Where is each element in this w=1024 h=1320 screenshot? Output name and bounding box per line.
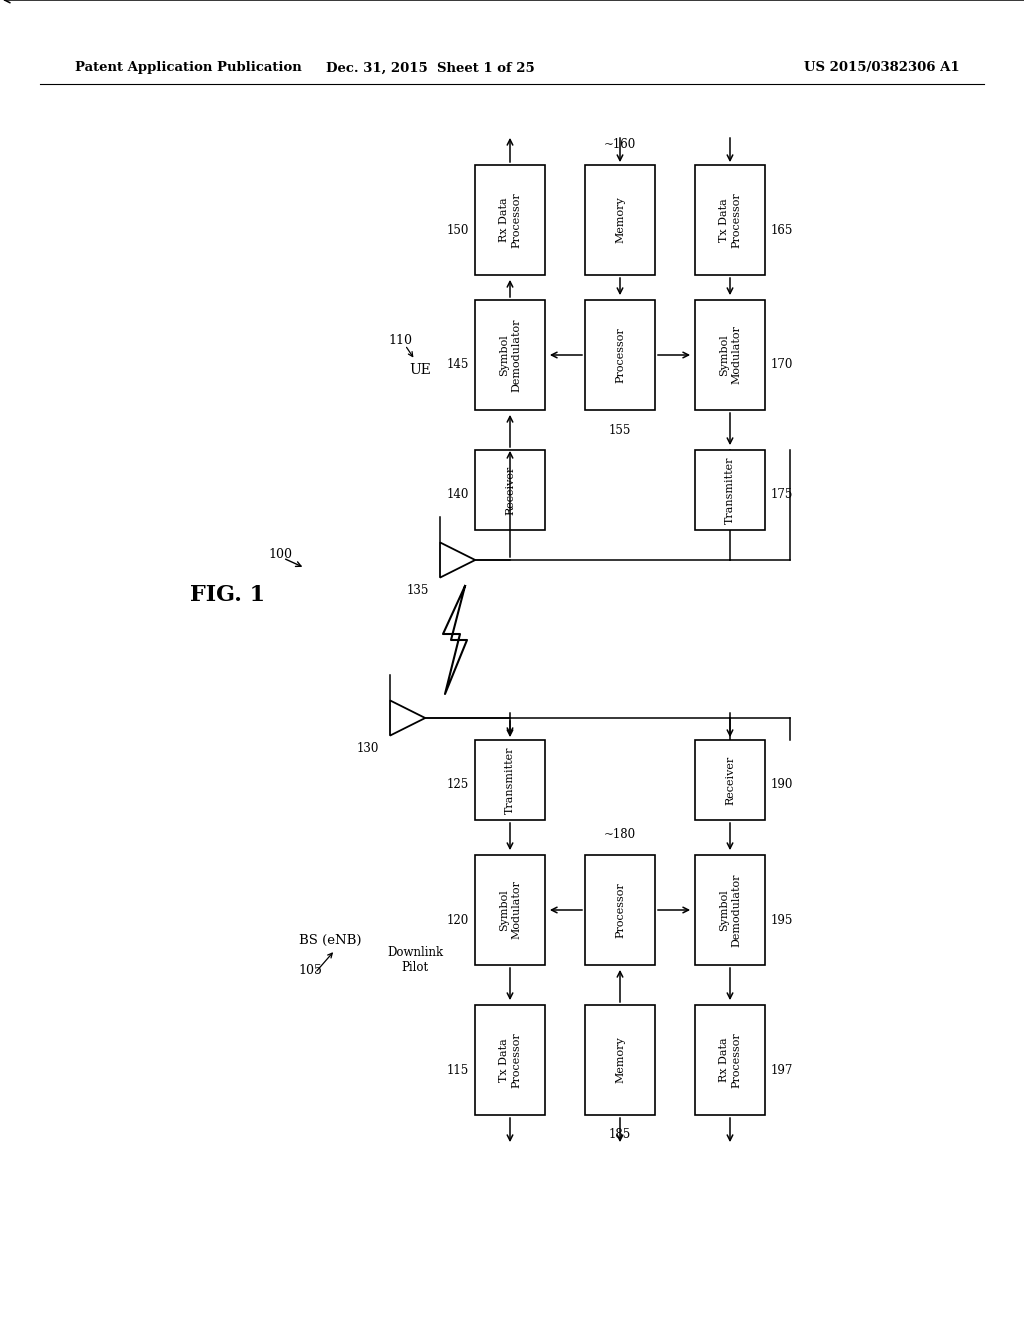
- Bar: [695, 741, 765, 820]
- Text: 170: 170: [771, 359, 794, 371]
- Bar: [695, 1005, 765, 1115]
- Text: Patent Application Publication: Patent Application Publication: [75, 62, 302, 74]
- Bar: [695, 855, 765, 965]
- Text: 197: 197: [771, 1064, 794, 1077]
- Bar: [585, 300, 655, 411]
- Bar: [585, 855, 655, 965]
- Bar: [475, 741, 545, 820]
- Text: ~180: ~180: [604, 829, 636, 842]
- Text: 125: 125: [446, 779, 469, 792]
- Text: Symbol
Demodulator: Symbol Demodulator: [719, 874, 741, 946]
- Bar: [475, 300, 545, 411]
- Bar: [585, 165, 655, 275]
- Bar: [695, 450, 765, 531]
- Text: US 2015/0382306 A1: US 2015/0382306 A1: [805, 62, 961, 74]
- Text: 150: 150: [446, 223, 469, 236]
- Text: Tx Data
Processor: Tx Data Processor: [719, 193, 741, 248]
- Text: 190: 190: [771, 779, 794, 792]
- Text: Receiver: Receiver: [505, 466, 515, 515]
- Text: FIG. 1: FIG. 1: [190, 583, 265, 606]
- Text: 175: 175: [771, 488, 794, 502]
- Text: BS (eNB): BS (eNB): [299, 933, 361, 946]
- Text: Dec. 31, 2015  Sheet 1 of 25: Dec. 31, 2015 Sheet 1 of 25: [326, 62, 535, 74]
- Text: Transmitter: Transmitter: [505, 746, 515, 813]
- Text: 185: 185: [609, 1129, 631, 1142]
- Text: Symbol
Modulator: Symbol Modulator: [719, 326, 741, 384]
- Bar: [475, 855, 545, 965]
- Bar: [475, 165, 545, 275]
- Text: Tx Data
Processor: Tx Data Processor: [499, 1032, 521, 1088]
- Text: Symbol
Demodulator: Symbol Demodulator: [499, 318, 521, 392]
- Text: Processor: Processor: [615, 882, 625, 939]
- Text: Transmitter: Transmitter: [725, 457, 735, 524]
- Text: Symbol
Modulator: Symbol Modulator: [499, 880, 521, 940]
- Text: ~160: ~160: [604, 139, 636, 152]
- Text: 120: 120: [446, 913, 469, 927]
- Bar: [475, 1005, 545, 1115]
- Text: 115: 115: [446, 1064, 469, 1077]
- Text: Rx Data
Processor: Rx Data Processor: [499, 193, 521, 248]
- Text: Downlink
Pilot: Downlink Pilot: [387, 946, 443, 974]
- Text: Memory: Memory: [615, 1036, 625, 1084]
- Text: Processor: Processor: [615, 327, 625, 383]
- Bar: [695, 165, 765, 275]
- Text: 105: 105: [298, 964, 322, 977]
- Text: 140: 140: [446, 488, 469, 502]
- Text: Rx Data
Processor: Rx Data Processor: [719, 1032, 741, 1088]
- Text: 100: 100: [268, 549, 292, 561]
- Text: 135: 135: [407, 583, 429, 597]
- Bar: [475, 450, 545, 531]
- Text: 195: 195: [771, 913, 794, 927]
- Bar: [695, 300, 765, 411]
- Text: 145: 145: [446, 359, 469, 371]
- Text: 110: 110: [388, 334, 412, 346]
- Text: UE: UE: [409, 363, 431, 378]
- Bar: [585, 1005, 655, 1115]
- Text: Memory: Memory: [615, 197, 625, 243]
- Text: Receiver: Receiver: [725, 755, 735, 805]
- Text: 165: 165: [771, 223, 794, 236]
- Text: 130: 130: [356, 742, 379, 755]
- Text: 155: 155: [609, 424, 631, 437]
